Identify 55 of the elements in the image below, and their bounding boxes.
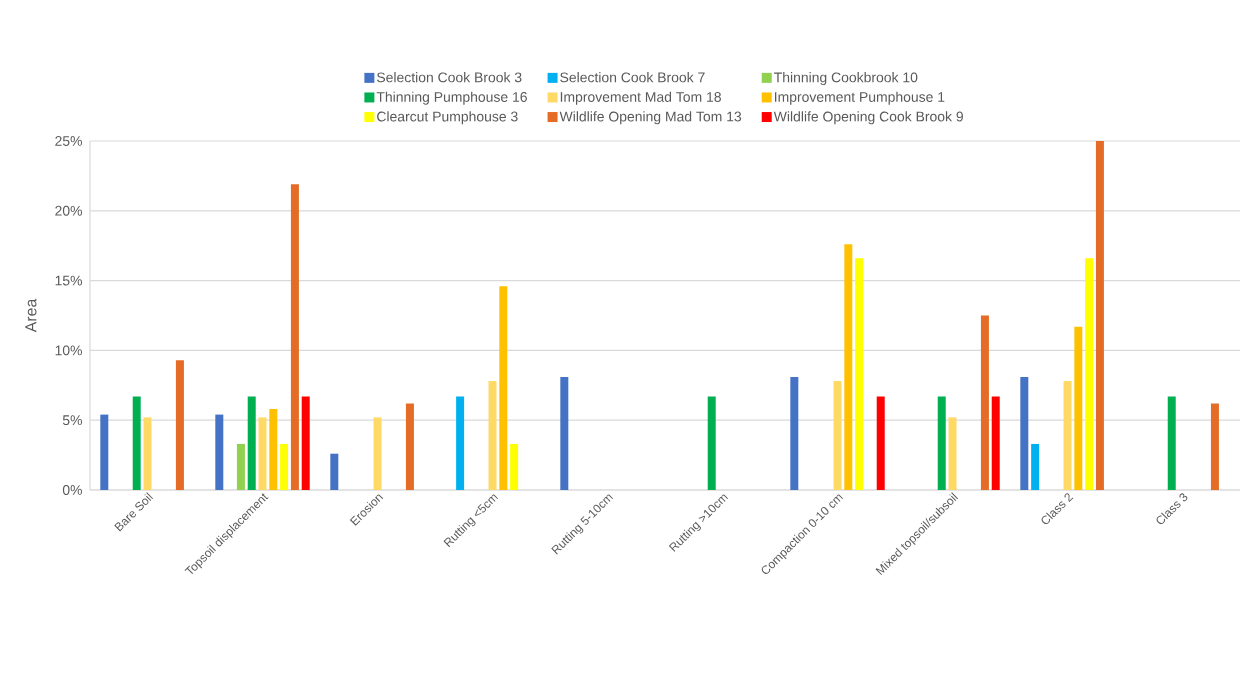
bar bbox=[100, 414, 109, 490]
bar bbox=[833, 381, 842, 490]
legend-label: Improvement Mad Tom 18 bbox=[560, 91, 721, 105]
bar bbox=[499, 286, 508, 490]
bar bbox=[488, 381, 497, 490]
legend-label: Wildlife Opening Mad Tom 13 bbox=[559, 111, 742, 125]
legend-label: Wildlife Opening Cook Brook 9 bbox=[773, 111, 963, 125]
bar bbox=[937, 396, 946, 490]
bar bbox=[1167, 396, 1176, 490]
legend-label: Clearcut Pumphouse 3 bbox=[377, 111, 518, 125]
bar bbox=[269, 409, 278, 490]
y-axis-title: Area bbox=[25, 298, 37, 333]
legend-label: Selection Cook Brook 3 bbox=[377, 72, 522, 83]
bar bbox=[707, 396, 716, 490]
legend-label: Thinning Cookbrook 10 bbox=[774, 72, 918, 86]
y-tick-label: 0% bbox=[62, 485, 82, 495]
legend-label: Improvement Pumphouse 1 bbox=[775, 91, 945, 105]
bar bbox=[1074, 326, 1083, 490]
bar bbox=[560, 376, 569, 490]
bar bbox=[456, 396, 465, 490]
bar bbox=[510, 443, 519, 490]
bar bbox=[844, 244, 853, 490]
bar bbox=[290, 184, 299, 490]
bar bbox=[1095, 140, 1104, 490]
bar bbox=[1031, 443, 1040, 490]
bar bbox=[405, 403, 414, 490]
bar bbox=[132, 396, 141, 490]
bar bbox=[855, 258, 864, 490]
bar bbox=[215, 414, 224, 490]
y-tick-label: 20% bbox=[55, 205, 82, 216]
y-tick-label: 25% bbox=[55, 136, 82, 146]
y-tick-label: 10% bbox=[55, 345, 82, 356]
bar bbox=[991, 396, 1000, 490]
bar bbox=[373, 417, 382, 490]
bar bbox=[258, 417, 267, 490]
bar bbox=[143, 417, 152, 490]
bar bbox=[330, 453, 339, 490]
bar bbox=[301, 396, 310, 490]
bar bbox=[1020, 376, 1029, 490]
bar bbox=[1210, 403, 1219, 490]
bar bbox=[876, 396, 885, 490]
legend-label: Selection Cook Brook 7 bbox=[560, 72, 705, 83]
legend-label: Thinning Pumphouse 16 bbox=[376, 91, 527, 105]
bar bbox=[175, 360, 184, 490]
bar bbox=[247, 396, 256, 490]
y-tick-label: 5% bbox=[62, 415, 82, 426]
bar bbox=[280, 443, 289, 490]
bar bbox=[1085, 258, 1094, 490]
x-tick-label: Bare Soil bbox=[114, 492, 154, 532]
bar bbox=[790, 376, 799, 490]
y-tick-label: 15% bbox=[55, 275, 82, 286]
bar bbox=[1063, 381, 1072, 490]
bar bbox=[236, 443, 245, 490]
bar bbox=[980, 315, 989, 490]
bar bbox=[948, 417, 957, 490]
